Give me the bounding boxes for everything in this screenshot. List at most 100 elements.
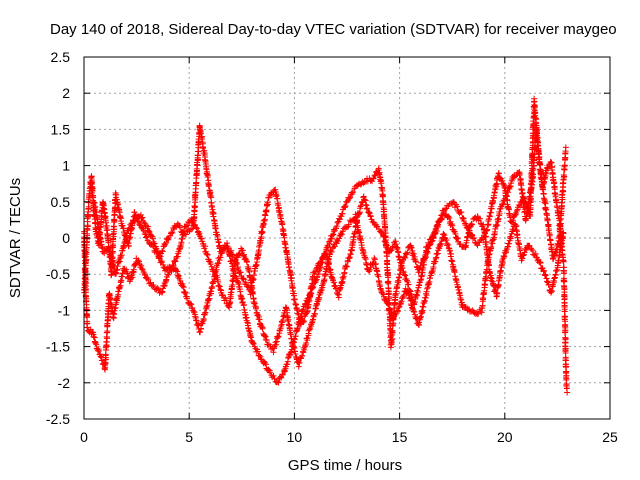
data-point <box>330 279 337 286</box>
data-point <box>299 352 306 359</box>
data-point <box>273 341 280 348</box>
data-point <box>507 233 514 240</box>
data-point <box>547 159 554 166</box>
data-point <box>305 327 312 334</box>
data-point <box>272 339 279 346</box>
data-point <box>408 244 415 251</box>
data-point <box>300 306 307 313</box>
data-point <box>122 236 129 243</box>
data-point <box>414 289 421 296</box>
x-tick-label: 0 <box>80 429 88 445</box>
data-point <box>370 175 377 182</box>
data-point <box>338 213 345 220</box>
data-point <box>203 170 210 177</box>
data-point <box>555 257 562 264</box>
series-track-3 <box>87 124 569 370</box>
data-point <box>447 253 454 260</box>
data-point <box>172 258 179 265</box>
data-point <box>496 210 503 217</box>
data-point <box>518 186 525 193</box>
data-point <box>371 255 378 262</box>
data-point <box>515 202 522 209</box>
data-point <box>341 270 348 277</box>
data-point <box>423 288 430 295</box>
data-point <box>309 318 316 325</box>
data-point <box>366 268 373 275</box>
series-track-2 <box>81 186 567 373</box>
data-point <box>481 282 488 289</box>
data-point <box>262 361 269 368</box>
data-point <box>158 259 165 266</box>
data-point <box>539 186 546 193</box>
data-point <box>499 201 506 208</box>
data-point <box>312 277 319 284</box>
data-point <box>317 259 324 266</box>
data-point <box>458 299 465 306</box>
data-point <box>295 358 302 365</box>
data-point <box>364 205 371 212</box>
data-point <box>379 290 386 297</box>
data-point <box>386 305 393 312</box>
data-point <box>495 170 502 177</box>
data-point <box>412 258 419 265</box>
data-point <box>322 271 329 278</box>
data-point <box>214 231 221 238</box>
data-point <box>90 333 97 340</box>
data-point <box>210 268 217 275</box>
data-point <box>161 282 168 289</box>
data-point <box>174 253 181 260</box>
data-point <box>234 264 241 271</box>
data-point <box>550 283 557 290</box>
data-point <box>493 221 500 228</box>
data-point <box>258 228 265 235</box>
data-point <box>352 214 359 221</box>
data-point <box>497 267 504 274</box>
data-point <box>143 233 150 240</box>
data-point <box>138 265 145 272</box>
data-point <box>292 301 299 308</box>
x-axis-label: GPS time / hours <box>288 457 402 474</box>
data-point <box>409 305 416 312</box>
data-point <box>286 264 293 271</box>
data-point <box>141 272 148 279</box>
data-point <box>121 239 128 246</box>
data-point <box>102 217 109 224</box>
data-point <box>491 231 498 238</box>
y-tick-label: 0.5 <box>51 194 71 210</box>
data-point <box>552 271 559 278</box>
data-point <box>526 194 533 201</box>
data-point <box>445 245 452 252</box>
data-point <box>339 228 346 235</box>
data-point <box>501 253 508 260</box>
data-point <box>480 290 487 297</box>
data-point <box>319 284 326 291</box>
chart-title: Day 140 of 2018, Sidereal Day-to-day VTE… <box>50 21 617 38</box>
data-point <box>326 240 333 247</box>
data-point <box>147 279 154 286</box>
data-point <box>291 336 298 343</box>
data-point <box>540 267 547 274</box>
data-point <box>284 361 291 368</box>
data-point <box>500 252 507 259</box>
data-point <box>328 274 335 281</box>
data-point <box>188 226 195 233</box>
data-point <box>278 323 285 330</box>
data-point <box>159 247 166 254</box>
y-tick-label: 0 <box>62 230 70 246</box>
data-point <box>154 285 161 292</box>
data-point <box>477 308 484 315</box>
data-point <box>288 335 295 342</box>
data-point <box>209 283 216 290</box>
data-point <box>273 192 280 199</box>
data-point <box>264 201 271 208</box>
data-point <box>223 297 230 304</box>
data-point <box>324 243 331 250</box>
data-point <box>218 249 225 256</box>
data-point <box>228 247 235 254</box>
data-point <box>139 214 146 221</box>
data-point <box>203 165 210 172</box>
data-point <box>560 258 567 265</box>
data-point <box>395 304 402 311</box>
data-point <box>340 273 347 280</box>
